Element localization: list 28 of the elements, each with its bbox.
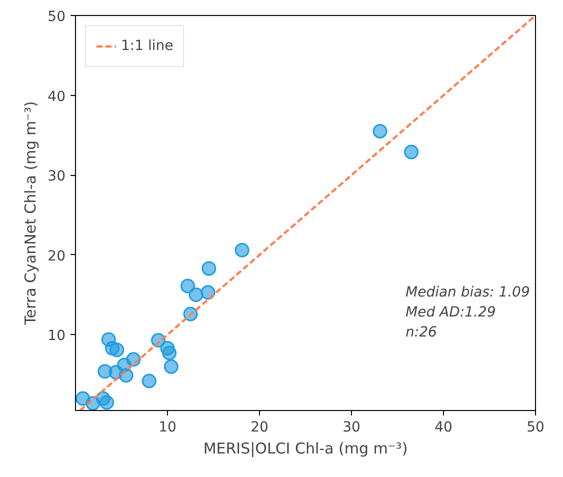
- x-tick-label: 20: [250, 420, 268, 436]
- point: [164, 359, 178, 374]
- point: [162, 346, 177, 360]
- point: [372, 124, 388, 138]
- x-tick-label: 40: [434, 420, 452, 436]
- y-tick-label: 30: [48, 168, 66, 185]
- x-tick-label: 30: [342, 420, 360, 436]
- point: [188, 288, 204, 302]
- y-tick-label: 50: [48, 9, 66, 25]
- annotation: n:26: [406, 324, 437, 340]
- point: [142, 374, 156, 388]
- point: [100, 395, 114, 410]
- point: [234, 242, 250, 258]
- y-tick-label: 10: [48, 328, 66, 344]
- point: [110, 342, 124, 358]
- point: [404, 144, 419, 160]
- point: [180, 278, 195, 294]
- legend-label: 1:1 line: [121, 38, 174, 54]
- annotation: Med AD:1.29: [406, 304, 496, 320]
- y-tick-label: 40: [48, 88, 66, 105]
- x-tick-label: 50: [526, 420, 544, 436]
- y-tick-label: 20: [48, 248, 66, 264]
- x-axis-title: MERIS|OLCI Chl-a (mg m⁻³): [203, 440, 408, 458]
- annotation: Median bias: 1.09: [406, 284, 530, 300]
- point: [202, 261, 216, 276]
- y-axis-title: Terra CyanNet Chl-a (mg m⁻³): [22, 101, 40, 326]
- x-tick-label: 10: [158, 420, 176, 436]
- point: [200, 285, 216, 300]
